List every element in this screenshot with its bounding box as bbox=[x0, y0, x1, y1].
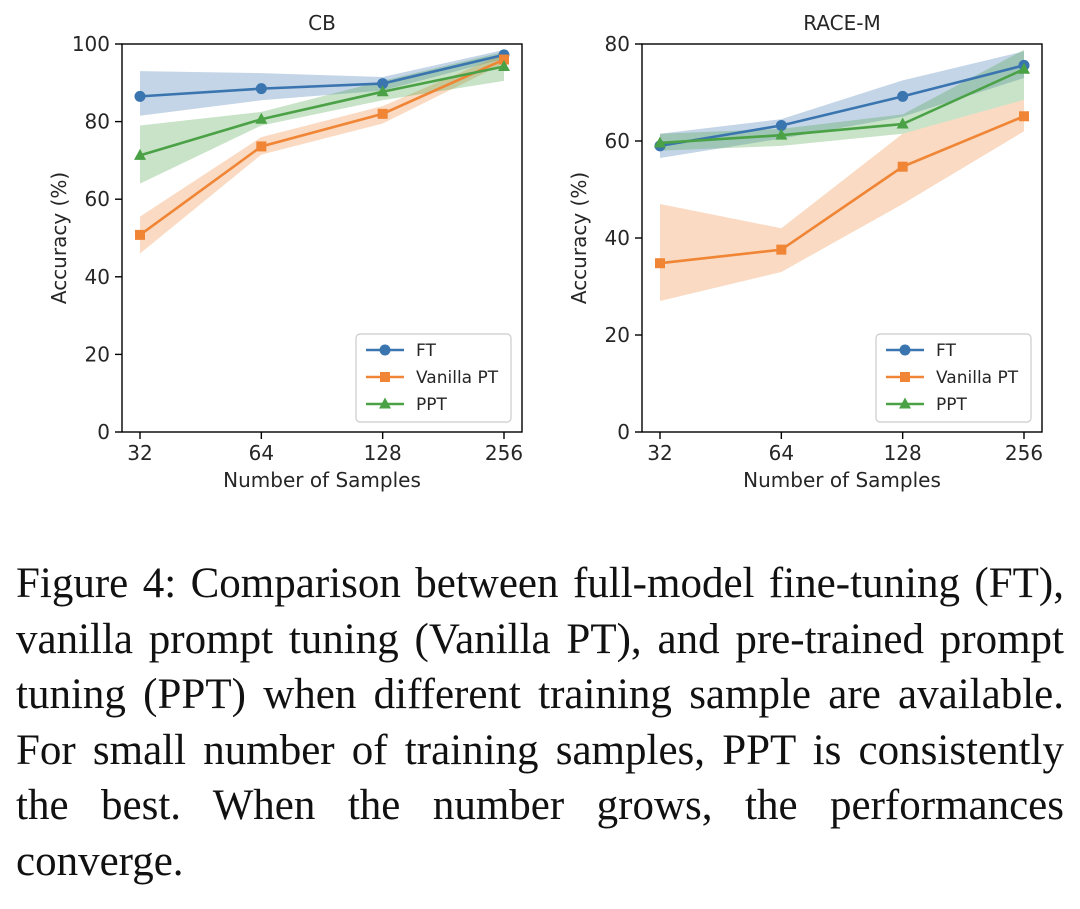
y-tick-label: 60 bbox=[85, 187, 110, 211]
series-line-vanilla-pt bbox=[659, 115, 1025, 265]
y-tick-label: 40 bbox=[85, 265, 110, 289]
x-tick-label: 128 bbox=[364, 441, 402, 465]
chart-title: CB bbox=[308, 11, 336, 35]
x-tick-label: 64 bbox=[249, 441, 274, 465]
legend-label-vanilla-pt: Vanilla PT bbox=[416, 368, 499, 388]
legend-marker-vanilla-pt bbox=[900, 372, 910, 382]
x-axis-label: Number of Samples bbox=[743, 468, 941, 492]
x-tick-label: 64 bbox=[769, 441, 794, 465]
data-point-vanilla-pt bbox=[897, 161, 908, 172]
y-axis-label: Accuracy (%) bbox=[47, 172, 71, 304]
legend-marker-ppt bbox=[379, 397, 391, 409]
legend: FT Vanilla PT PPT bbox=[875, 333, 1032, 423]
legend: FT Vanilla PT PPT bbox=[355, 333, 512, 423]
data-point-ft bbox=[255, 83, 267, 95]
data-point-vanilla-pt bbox=[655, 258, 665, 269]
data-point-ppt bbox=[775, 128, 788, 140]
legend-label-ppt: PPT bbox=[416, 395, 448, 415]
legend-marker-ft bbox=[379, 344, 391, 356]
data-point-vanilla-pt bbox=[377, 108, 388, 119]
data-point-ppt bbox=[134, 148, 146, 160]
confidence-band-ppt bbox=[140, 51, 504, 184]
data-point-ppt bbox=[255, 112, 268, 124]
legend-label-vanilla-pt: Vanilla PT bbox=[936, 368, 1019, 388]
data-point-ppt bbox=[896, 117, 909, 129]
charts-area: 0 20 40 60 80 100 32 64 128 256 CB Number of Sample… bbox=[47, 11, 1043, 492]
confidence-band-vanilla-pt bbox=[660, 99, 1024, 302]
y-tick-label: 60 bbox=[605, 129, 630, 153]
data-point-ft bbox=[897, 90, 909, 102]
y-tick-label: 20 bbox=[85, 342, 110, 366]
x-tick-label: 256 bbox=[1005, 441, 1043, 465]
y-tick-label: 0 bbox=[617, 420, 630, 444]
legend-marker-ppt bbox=[899, 397, 911, 409]
data-point-vanilla-pt bbox=[776, 244, 787, 255]
chart-cb: 0 20 40 60 80 100 32 64 128 256 CB Number of Sample… bbox=[47, 11, 523, 492]
x-tick-label: 32 bbox=[647, 441, 672, 465]
chart-race-m: 0 20 40 60 80 32 64 128 256 RACE-M Number of Sampl… bbox=[567, 11, 1043, 492]
chart-title: RACE-M bbox=[803, 11, 881, 35]
data-point-ft bbox=[377, 78, 389, 90]
x-tick-label: 128 bbox=[884, 441, 922, 465]
x-axis-label: Number of Samples bbox=[223, 468, 421, 492]
legend-marker-vanilla-pt bbox=[380, 372, 390, 382]
confidence-band-vanilla-pt bbox=[140, 53, 504, 254]
axes-frame bbox=[121, 43, 523, 433]
data-point-vanilla-pt bbox=[1019, 111, 1029, 122]
confidence-band-ft bbox=[140, 49, 504, 116]
x-tick-label: 32 bbox=[127, 441, 152, 465]
data-point-ft bbox=[134, 90, 146, 102]
y-tick-label: 80 bbox=[85, 110, 110, 134]
x-tick-label: 256 bbox=[485, 441, 523, 465]
data-point-vanilla-pt bbox=[499, 54, 509, 65]
legend-label-ft: FT bbox=[936, 341, 956, 361]
legend-label-ppt: PPT bbox=[936, 395, 968, 415]
series-line-ppt bbox=[139, 65, 505, 157]
data-point-ppt bbox=[1018, 62, 1030, 74]
data-point-ft bbox=[775, 119, 787, 131]
y-tick-label: 40 bbox=[605, 226, 630, 250]
legend-label-ft: FT bbox=[416, 341, 436, 361]
figure-caption: Figure 4: Comparison between full-model … bbox=[16, 560, 1064, 885]
legend-box bbox=[875, 333, 1032, 423]
series-line-vanilla-pt bbox=[139, 58, 505, 236]
data-point-ppt bbox=[654, 136, 666, 148]
series-line-ft bbox=[139, 53, 505, 98]
data-point-vanilla-pt bbox=[135, 229, 145, 240]
y-tick-label: 80 bbox=[605, 32, 630, 56]
data-point-ppt bbox=[498, 60, 510, 72]
series-line-ppt bbox=[659, 68, 1025, 145]
data-point-vanilla-pt bbox=[256, 141, 267, 152]
data-point-ppt bbox=[376, 85, 389, 97]
legend-marker-ft bbox=[899, 344, 911, 356]
series-line-ft bbox=[659, 64, 1025, 148]
y-tick-label: 0 bbox=[97, 420, 110, 444]
y-tick-label: 100 bbox=[72, 32, 110, 56]
y-tick-label: 20 bbox=[605, 323, 630, 347]
legend-box bbox=[355, 333, 512, 423]
y-axis-label: Accuracy (%) bbox=[567, 172, 591, 304]
